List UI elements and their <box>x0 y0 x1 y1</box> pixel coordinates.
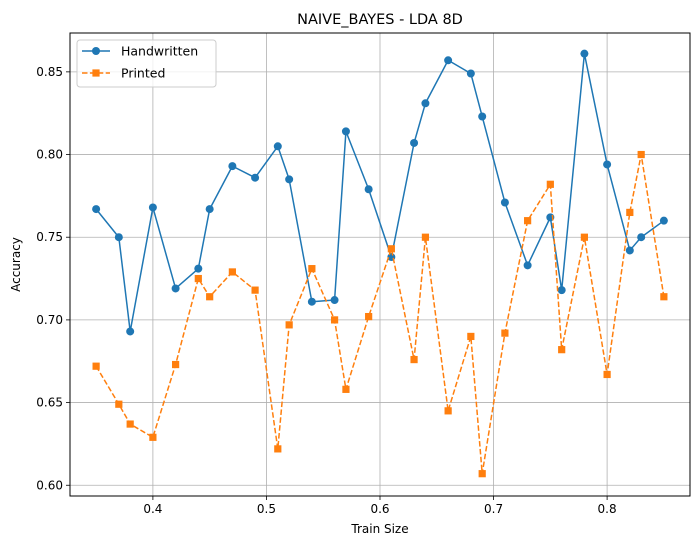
data-point-printed <box>365 312 373 321</box>
series-layer <box>92 49 668 478</box>
data-point-printed <box>126 420 134 428</box>
series-line-handwritten <box>95 52 665 333</box>
data-point-printed <box>421 233 430 241</box>
y-axis-label: Accuracy <box>9 237 23 292</box>
x-tick-label: 0.4 <box>143 502 162 516</box>
data-point-handwritten <box>466 69 475 78</box>
data-point-printed <box>558 346 566 354</box>
data-point-handwritten <box>307 297 316 306</box>
data-point-handwritten <box>603 160 612 169</box>
plot-frame <box>69 32 691 497</box>
data-point-handwritten <box>273 142 282 151</box>
chart-title: NAIVE_BAYES - LDA 8D <box>297 12 463 28</box>
data-point-handwritten <box>285 175 294 184</box>
legend-box <box>76 39 217 88</box>
data-point-printed <box>410 355 418 364</box>
series-printed <box>92 150 668 478</box>
data-point-printed <box>342 385 350 393</box>
data-point-handwritten <box>580 49 589 58</box>
legend: Handwritten Printed <box>76 39 217 88</box>
x-tick-label: 0.5 <box>257 502 276 516</box>
data-point-printed <box>660 293 668 301</box>
y-tick-label: 0.70 <box>36 313 63 327</box>
data-point-handwritten <box>341 127 350 136</box>
data-point-printed <box>308 265 316 273</box>
data-point-handwritten <box>500 198 509 207</box>
data-point-handwritten <box>205 205 214 214</box>
data-point-handwritten <box>478 112 487 121</box>
data-point-printed <box>206 293 214 301</box>
y-axis-ticks: 0.60 0.65 0.70 0.75 0.80 0.85 <box>36 65 70 492</box>
data-point-handwritten <box>625 246 634 255</box>
data-point-printed <box>580 233 588 241</box>
data-point-printed <box>149 433 157 441</box>
data-point-handwritten <box>637 233 646 242</box>
series-line-printed <box>95 153 665 475</box>
data-point-handwritten <box>421 99 430 108</box>
y-tick-label: 0.80 <box>36 148 63 162</box>
data-point-printed <box>501 329 509 337</box>
data-point-handwritten <box>410 138 419 147</box>
data-point-printed <box>172 360 180 369</box>
data-point-printed <box>330 316 339 324</box>
data-point-printed <box>387 245 395 253</box>
data-point-printed <box>626 208 634 217</box>
data-point-printed <box>637 150 645 159</box>
data-point-handwritten <box>92 205 101 214</box>
y-tick-label: 0.85 <box>36 65 63 79</box>
data-point-printed <box>251 286 259 294</box>
data-point-handwritten <box>228 162 237 171</box>
data-point-handwritten <box>126 327 135 336</box>
y-tick-label: 0.60 <box>36 478 63 492</box>
data-point-printed <box>524 217 532 225</box>
x-axis-ticks: 0.4 0.5 0.6 0.7 0.8 <box>143 496 617 516</box>
data-point-handwritten <box>364 185 373 194</box>
x-tick-label: 0.6 <box>370 502 389 516</box>
x-tick-label: 0.7 <box>484 502 503 516</box>
data-point-handwritten <box>251 173 260 182</box>
data-point-handwritten <box>194 264 203 273</box>
series-handwritten <box>92 49 668 336</box>
grid <box>70 33 690 496</box>
data-point-handwritten <box>523 261 532 270</box>
data-point-printed <box>444 407 452 415</box>
data-point-printed <box>467 332 475 341</box>
data-point-handwritten <box>148 203 157 212</box>
data-point-handwritten <box>171 284 180 293</box>
legend-label-printed: Printed <box>121 66 165 81</box>
data-point-printed <box>228 268 236 276</box>
x-axis-label: Train Size <box>350 522 408 536</box>
data-point-printed <box>194 274 202 283</box>
data-point-handwritten <box>114 233 123 242</box>
data-point-handwritten <box>557 286 566 295</box>
data-point-handwritten <box>444 56 453 65</box>
data-point-printed <box>92 362 100 370</box>
data-point-printed <box>478 470 486 478</box>
y-tick-label: 0.65 <box>36 396 63 410</box>
data-point-printed <box>603 370 611 379</box>
data-point-handwritten <box>659 216 668 225</box>
data-point-printed <box>115 400 123 408</box>
legend-marker-handwritten <box>92 47 100 55</box>
data-point-handwritten <box>330 296 339 305</box>
data-point-printed <box>285 321 293 329</box>
data-point-printed <box>546 180 554 188</box>
y-tick-label: 0.75 <box>36 230 63 244</box>
legend-label-handwritten: Handwritten <box>121 44 198 59</box>
legend-marker-printed <box>92 69 100 77</box>
x-tick-label: 0.8 <box>598 502 617 516</box>
data-point-printed <box>274 445 282 453</box>
